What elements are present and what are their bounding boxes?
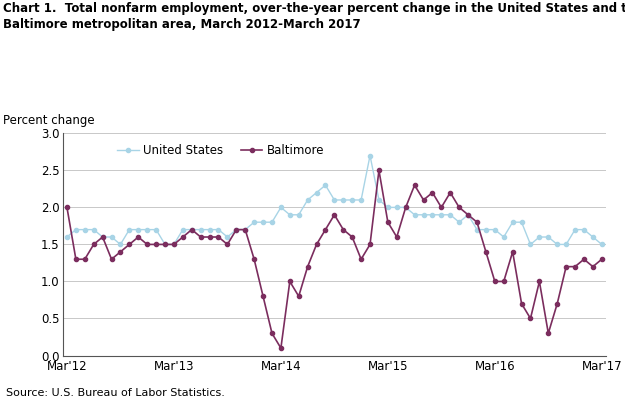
United States <box>357 198 365 202</box>
United States <box>63 235 71 240</box>
United States <box>117 242 124 247</box>
United States <box>402 205 409 210</box>
Text: Baltimore metropolitan area, March 2012-March 2017: Baltimore metropolitan area, March 2012-… <box>3 18 361 31</box>
Baltimore <box>357 257 365 262</box>
Baltimore <box>375 168 382 173</box>
Text: Chart 1.  Total nonfarm employment, over-the-year percent change in the United S: Chart 1. Total nonfarm employment, over-… <box>3 2 625 15</box>
United States <box>366 153 374 158</box>
Baltimore <box>251 257 258 262</box>
Baltimore <box>598 257 606 262</box>
Line: United States: United States <box>65 154 604 246</box>
Baltimore <box>544 331 552 336</box>
Line: Baltimore: Baltimore <box>65 168 604 350</box>
Text: Percent change: Percent change <box>3 114 95 127</box>
United States <box>598 242 606 247</box>
United States <box>259 220 267 225</box>
Baltimore <box>63 205 71 210</box>
Text: Source: U.S. Bureau of Labor Statistics.: Source: U.S. Bureau of Labor Statistics. <box>6 388 225 398</box>
United States <box>544 235 552 240</box>
Baltimore <box>402 205 409 210</box>
United States <box>197 227 204 232</box>
Baltimore <box>277 346 284 351</box>
Baltimore <box>188 227 196 232</box>
United States <box>179 227 187 232</box>
Legend: United States, Baltimore: United States, Baltimore <box>118 144 324 157</box>
Baltimore <box>170 242 177 247</box>
